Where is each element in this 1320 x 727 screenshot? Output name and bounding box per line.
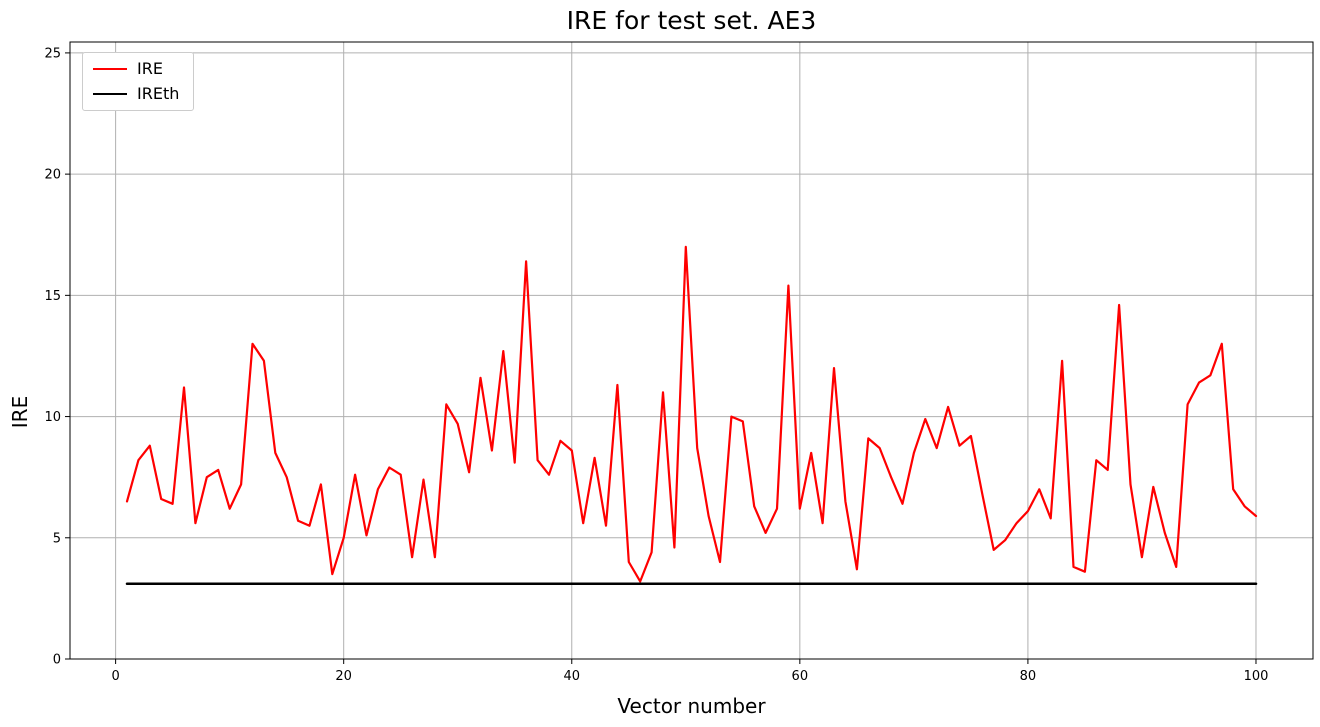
svg-text:25: 25 — [44, 46, 61, 61]
legend: IRE IREth — [82, 52, 195, 111]
svg-text:80: 80 — [1020, 669, 1037, 684]
svg-text:10: 10 — [44, 410, 61, 425]
svg-text:100: 100 — [1244, 669, 1269, 684]
svg-text:60: 60 — [792, 669, 809, 684]
svg-text:20: 20 — [335, 669, 352, 684]
legend-item-ireth: IREth — [93, 86, 179, 102]
legend-item-ire: IRE — [93, 61, 179, 77]
svg-text:5: 5 — [53, 531, 61, 546]
x-axis-label: Vector number — [617, 694, 766, 718]
legend-line-ire-icon — [93, 68, 127, 70]
legend-label-ire: IRE — [137, 59, 163, 78]
svg-text:15: 15 — [44, 289, 61, 304]
chart-title: IRE for test set. AE3 — [566, 6, 817, 35]
y-axis-label: IRE — [8, 395, 32, 429]
svg-text:0: 0 — [53, 653, 61, 668]
svg-text:20: 20 — [44, 168, 61, 183]
legend-label-ireth: IREth — [137, 84, 180, 103]
svg-text:40: 40 — [563, 669, 580, 684]
legend-line-ireth-icon — [93, 93, 127, 95]
svg-text:0: 0 — [111, 669, 119, 684]
